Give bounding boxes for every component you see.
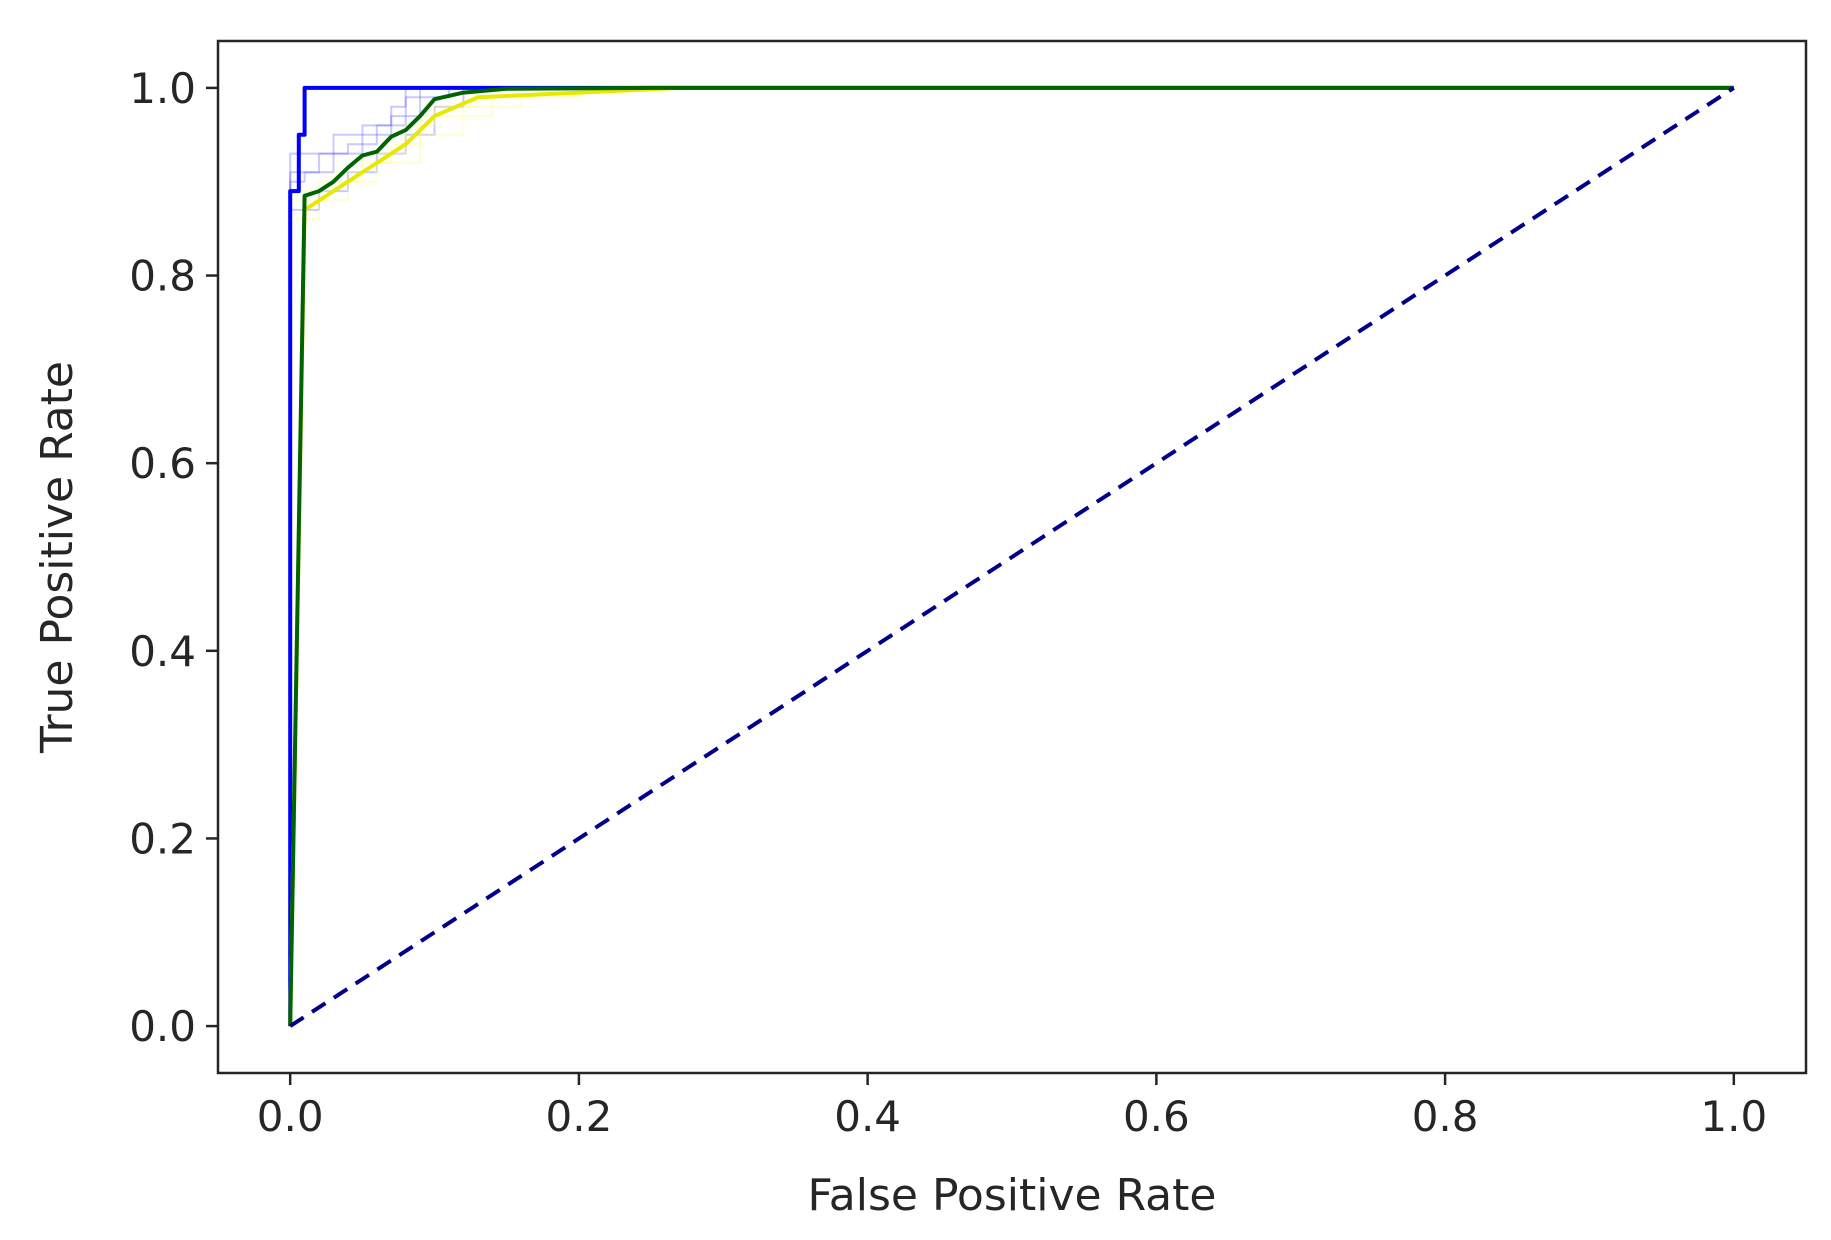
y-tick-label: 0.8 <box>129 252 196 301</box>
y-axis: 0.0 0.2 0.4 0.6 0.8 1.0 <box>129 64 218 1051</box>
x-axis: 0.0 0.2 0.4 0.6 0.8 1.0 <box>257 1073 1767 1141</box>
roc-curve-9 <box>288 85 1734 1027</box>
fold-roc-curve-1 <box>289 86 1734 1027</box>
chance-diagonal-line <box>289 86 1735 1028</box>
y-axis-label: True Positive Rate <box>32 361 83 754</box>
y-tick-label: 0.6 <box>129 439 196 488</box>
x-tick-label: 0.8 <box>1412 1092 1479 1141</box>
y-tick-label: 0.0 <box>129 1002 196 1051</box>
roc-curve-7 <box>288 85 1734 1027</box>
x-tick-label: 0.4 <box>834 1092 901 1141</box>
x-tick-label: 0.2 <box>546 1092 613 1141</box>
x-tick-label: 1.0 <box>1700 1092 1767 1141</box>
y-tick-label: 0.4 <box>129 627 196 676</box>
y-tick-label: 0.2 <box>129 814 196 863</box>
roc-curve-8 <box>288 85 1734 1027</box>
y-tick-label: 1.0 <box>129 64 196 113</box>
series-layer <box>288 85 1735 1028</box>
x-tick-label: 0.0 <box>257 1092 324 1141</box>
x-tick-label: 0.6 <box>1123 1092 1190 1141</box>
x-axis-label: False Positive Rate <box>808 1170 1217 1221</box>
plot-frame <box>216 39 1808 1075</box>
fold-roc-curve-6 <box>289 86 1734 1027</box>
